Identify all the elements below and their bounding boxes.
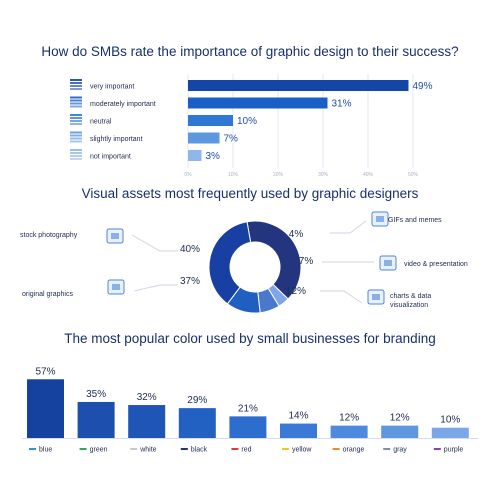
bar: [27, 379, 64, 438]
x-tick-label: 20%: [273, 172, 284, 178]
value-label: 32%: [137, 392, 157, 403]
value-label: 10%: [237, 116, 257, 127]
category-label: moderately important: [90, 101, 156, 108]
bar: [280, 423, 317, 438]
value-label: 35%: [86, 389, 106, 400]
slice-value-label: 37%: [180, 276, 200, 287]
x-tick-label: 30%: [318, 172, 329, 178]
lines-icon: [70, 79, 82, 90]
color-bar-chart: 57% blue 35% green 32% white 29% black 21% red 14%…: [22, 366, 478, 454]
bar: [188, 132, 220, 144]
slice-value-label: 4%: [289, 229, 304, 240]
category-label: neutral: [90, 119, 112, 126]
category-label: very important: [90, 84, 134, 91]
lines-icon: [70, 114, 82, 125]
x-tick-label: 40%: [363, 172, 374, 178]
bar: [178, 408, 216, 438]
legend-swatch: [130, 448, 138, 450]
leader-line: [131, 234, 178, 252]
value-label: 12%: [390, 413, 410, 424]
film-icon: [379, 255, 397, 271]
slice-label: video & presentation: [404, 261, 468, 268]
bar: [128, 405, 166, 438]
value-label: 3%: [206, 151, 221, 162]
chart2-title: Visual assets most frequently used by gr…: [81, 186, 419, 201]
lines-icon: [70, 131, 82, 143]
legend-swatch: [79, 448, 87, 450]
bar: [330, 425, 368, 438]
legend-swatch: [29, 448, 36, 450]
leader-line: [330, 220, 367, 234]
chart1-title: How do SMBs rate the importance of graph…: [41, 44, 459, 59]
value-label: 12%: [339, 413, 359, 424]
gif-icon: [371, 211, 389, 227]
x-tick-label: 10%: [228, 172, 239, 178]
legend-swatch: [332, 448, 340, 450]
legend-swatch: [433, 448, 441, 450]
value-label: 57%: [35, 366, 55, 377]
category-label: yellow: [292, 447, 312, 454]
bar: [188, 115, 233, 126]
category-label: red: [241, 447, 251, 454]
category-label: green: [90, 447, 108, 454]
category-label: purple: [444, 447, 464, 454]
slice-value-label: 12%: [286, 286, 306, 297]
legend-swatch: [383, 448, 391, 450]
chart3-title: The most popular color used by small bus…: [64, 331, 436, 346]
category-label: gray: [393, 447, 407, 454]
value-label: 29%: [187, 395, 207, 406]
photo-icon: [106, 228, 124, 244]
slice-label: GIFs and memes: [388, 217, 442, 224]
x-tick-label: 0%: [184, 172, 192, 178]
legend-swatch: [282, 448, 289, 450]
importance-bar-chart: 0% 10% 20% 30% 40% 50% very important 49% modera…: [70, 74, 433, 178]
slice-value-label: 40%: [180, 244, 200, 255]
value-label: 49%: [413, 81, 433, 92]
category-label: orange: [343, 447, 365, 454]
legend-swatch: [231, 448, 239, 450]
value-label: 31%: [332, 99, 352, 110]
assets-donut-chart: 40% stock photography 4% GIFs and memes 7% vi…: [20, 211, 468, 314]
bar: [188, 150, 202, 161]
value-label: 14%: [288, 411, 308, 422]
chart-icon: [367, 289, 385, 305]
bar: [381, 425, 419, 438]
bar: [229, 416, 267, 438]
slice-label: charts & data: [390, 293, 431, 300]
leader-line: [320, 290, 363, 304]
x-tick-label: 50%: [408, 172, 419, 178]
value-label: 7%: [224, 134, 239, 145]
leader-line: [133, 284, 178, 292]
value-label: 21%: [238, 403, 258, 414]
category-label: not important: [90, 154, 131, 161]
bar: [188, 97, 328, 109]
slice-value-label: 7%: [299, 256, 314, 267]
donut-slice: [208, 221, 252, 305]
category-label: blue: [39, 447, 52, 454]
slice-label: stock photography: [20, 232, 78, 239]
donut-slice: [246, 220, 302, 300]
legend-swatch: [180, 448, 188, 450]
bar: [431, 427, 469, 438]
lines-icon: [70, 149, 82, 160]
lines-icon: [70, 96, 82, 108]
bar: [77, 401, 115, 438]
category-label: white: [139, 447, 156, 454]
slice-label-continued: visualization: [390, 302, 428, 309]
category-label: slightly important: [90, 136, 143, 143]
slice-label: original graphics: [22, 291, 73, 298]
category-label: black: [191, 447, 208, 454]
bar: [188, 80, 409, 91]
palette-icon: [107, 279, 125, 295]
value-label: 10%: [440, 415, 460, 426]
